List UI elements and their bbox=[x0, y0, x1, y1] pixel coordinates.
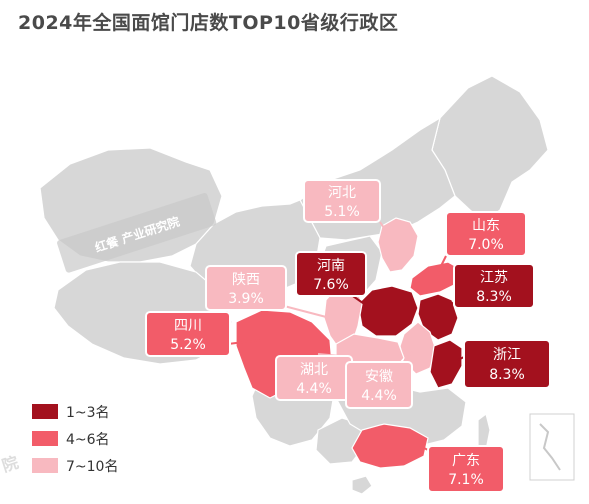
region-hainan bbox=[351, 475, 373, 495]
svg-text:山东: 山东 bbox=[472, 218, 500, 234]
legend-item-tier2: 4~6名 bbox=[32, 431, 110, 448]
svg-text:5.1%: 5.1% bbox=[324, 204, 360, 220]
callout-hebei: 河北 5.1% bbox=[303, 179, 389, 235]
callout-zhejiang: 浙江 8.3% bbox=[457, 339, 551, 389]
legend-swatch bbox=[32, 431, 58, 446]
svg-text:四川: 四川 bbox=[174, 318, 202, 334]
callout-hubei: 湖北 4.4% bbox=[275, 353, 353, 401]
svg-text:河北: 河北 bbox=[328, 185, 356, 201]
province-guangdong bbox=[351, 423, 429, 469]
watermark-corner: 院 bbox=[0, 453, 21, 476]
svg-text:3.9%: 3.9% bbox=[228, 291, 264, 307]
province-zhejiang bbox=[429, 339, 463, 389]
svg-text:陕西: 陕西 bbox=[232, 272, 260, 288]
callout-sichuan: 四川 5.2% bbox=[145, 311, 261, 357]
svg-text:4.4%: 4.4% bbox=[296, 381, 332, 397]
legend-label: 7~10名 bbox=[66, 459, 118, 475]
svg-text:河南: 河南 bbox=[317, 258, 345, 274]
svg-text:湖北: 湖北 bbox=[300, 362, 328, 378]
callout-shandong: 山东 7.0% bbox=[437, 211, 527, 273]
svg-text:5.2%: 5.2% bbox=[170, 337, 206, 353]
legend-swatch bbox=[32, 458, 58, 473]
svg-text:8.3%: 8.3% bbox=[476, 289, 512, 305]
province-jiangsu bbox=[417, 293, 459, 341]
callout-jiangsu: 江苏 8.3% bbox=[449, 263, 535, 309]
province-henan bbox=[357, 285, 419, 337]
legend-label: 1~3名 bbox=[66, 405, 110, 421]
svg-text:浙江: 浙江 bbox=[493, 347, 521, 363]
legend-item-tier1: 1~3名 bbox=[32, 404, 110, 421]
legend: 1~3名 4~6名 7~10名 bbox=[32, 404, 118, 475]
callout-guangdong: 广东 7.1% bbox=[419, 445, 505, 493]
province-hebei bbox=[377, 217, 419, 273]
svg-text:7.6%: 7.6% bbox=[313, 277, 349, 293]
callout-shaanxi: 陕西 3.9% bbox=[205, 265, 331, 319]
svg-text:安徽: 安徽 bbox=[365, 369, 393, 385]
svg-text:广东: 广东 bbox=[452, 453, 480, 469]
svg-text:江苏: 江苏 bbox=[480, 270, 508, 286]
svg-text:7.1%: 7.1% bbox=[448, 472, 484, 488]
legend-item-tier3: 7~10名 bbox=[32, 458, 118, 475]
callout-anhui: 安徽 4.4% bbox=[345, 351, 413, 409]
callout-henan: 河南 7.6% bbox=[295, 251, 371, 309]
south-china-sea-inset bbox=[529, 413, 575, 481]
legend-label: 4~6名 bbox=[66, 432, 110, 448]
inset-islands bbox=[539, 423, 561, 471]
map-title: 2024年全国面馆门店数TOP10省级行政区 bbox=[18, 12, 399, 34]
highlighted-provinces bbox=[235, 217, 463, 469]
svg-text:4.4%: 4.4% bbox=[361, 388, 397, 404]
legend-swatch bbox=[32, 404, 58, 419]
watermark-bottom-right-2: @红餐网 bbox=[520, 479, 568, 494]
svg-text:7.0%: 7.0% bbox=[468, 237, 504, 253]
svg-text:8.3%: 8.3% bbox=[489, 367, 525, 383]
region-taiwan bbox=[477, 412, 491, 451]
